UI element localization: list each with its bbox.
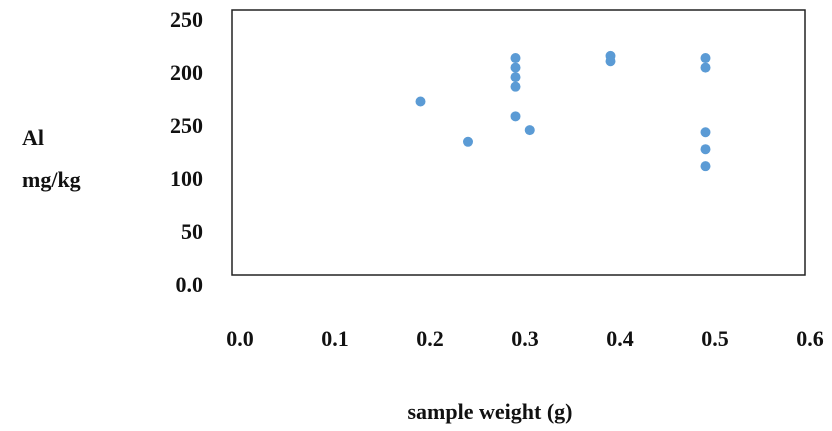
point [510, 53, 521, 64]
y-tick-label: 250 [170, 113, 203, 138]
point [700, 53, 711, 64]
point [524, 125, 535, 136]
y-axis-label: Al [22, 125, 44, 150]
y-tick-label: 100 [170, 166, 203, 191]
y-tick-label: 50 [181, 219, 203, 244]
point [700, 144, 711, 155]
x-tick-label: 0.1 [321, 326, 349, 351]
y-tick-label: 250 [170, 7, 203, 32]
point [510, 72, 521, 83]
point [510, 81, 521, 92]
x-axis-label: sample weight (g) [408, 399, 573, 424]
y-tick-label: 200 [170, 60, 203, 85]
point [510, 111, 521, 122]
y-tick-label: 0.0 [176, 272, 204, 297]
x-tick-label: 0.4 [606, 326, 634, 351]
plot-frame [231, 9, 806, 276]
point [700, 161, 711, 172]
x-tick-label: 0.3 [511, 326, 539, 351]
point [510, 62, 521, 73]
point [415, 96, 426, 107]
x-tick-label: 0.6 [796, 326, 824, 351]
point [700, 62, 711, 73]
x-tick-label: 0.2 [416, 326, 444, 351]
x-tick-label: 0.0 [226, 326, 254, 351]
y-axis-label: mg/kg [22, 167, 81, 192]
point [700, 127, 711, 138]
point [463, 136, 473, 147]
point [605, 56, 616, 67]
x-tick-label: 0.5 [701, 326, 729, 351]
